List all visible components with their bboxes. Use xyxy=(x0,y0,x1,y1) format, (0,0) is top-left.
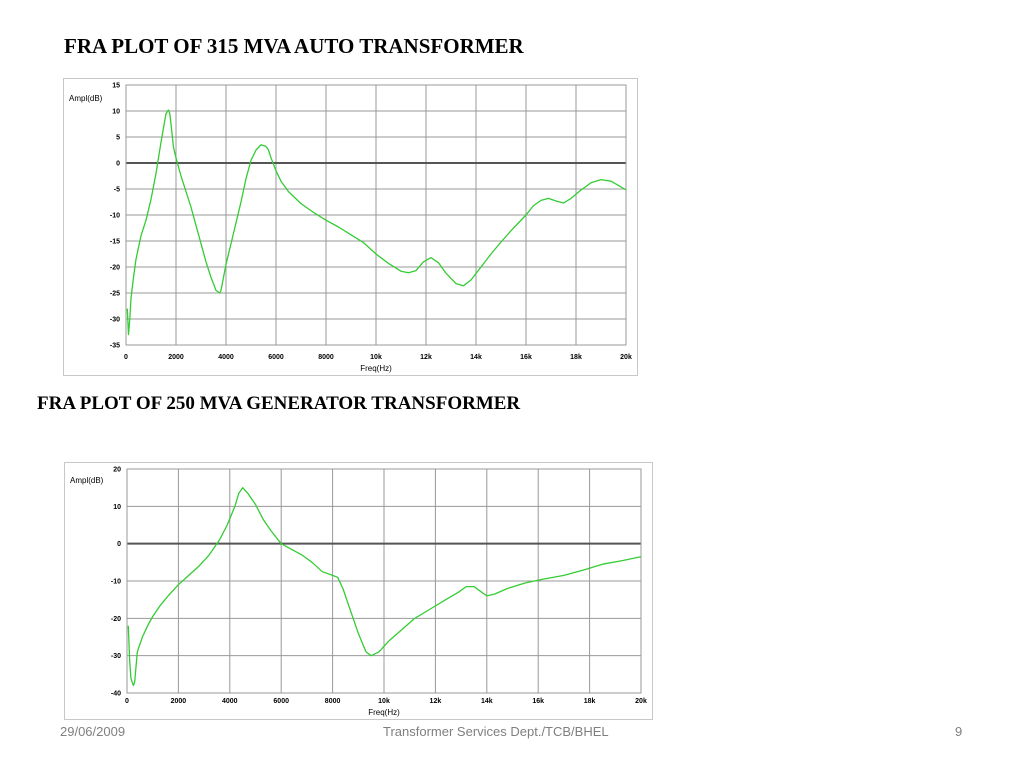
y-tick-label: -25 xyxy=(110,291,120,298)
y-tick-label: -10 xyxy=(110,213,120,220)
x-tick-label: 10k xyxy=(370,354,382,361)
y-tick-label: 5 xyxy=(116,135,120,142)
y-axis-label: Ampl(dB) xyxy=(70,476,104,485)
y-tick-label: -40 xyxy=(111,691,121,698)
x-tick-label: 6000 xyxy=(268,354,284,361)
plot-area-border xyxy=(125,84,627,346)
y-tick-label: 20 xyxy=(113,467,121,474)
x-tick-label: 6000 xyxy=(273,698,289,705)
fra-trace-line xyxy=(126,109,627,336)
x-tick-label: 18k xyxy=(584,698,596,705)
y-tick-label: 10 xyxy=(113,504,121,511)
x-tick-label: 18k xyxy=(570,354,582,361)
x-tick-label: 0 xyxy=(125,698,129,705)
y-tick-label: -10 xyxy=(111,579,121,586)
chart-1-title: FRA PLOT OF 315 MVA AUTO TRANSFORMER xyxy=(64,34,524,58)
x-tick-label: 10k xyxy=(378,698,390,705)
x-tick-label: 16k xyxy=(520,354,532,361)
plot-area-border xyxy=(126,468,642,694)
x-axis-label: Freq(Hz) xyxy=(360,364,392,373)
x-tick-label: 8000 xyxy=(318,354,334,361)
x-tick-label: 14k xyxy=(470,354,482,361)
y-tick-label: -30 xyxy=(111,653,121,660)
x-tick-label: 0 xyxy=(124,354,128,361)
x-tick-label: 12k xyxy=(420,354,432,361)
y-tick-label: -20 xyxy=(110,265,120,272)
y-axis-label: Ampl(dB) xyxy=(69,94,103,103)
x-tick-label: 16k xyxy=(532,698,544,705)
chart-1-svg: 0 2000 4000 6000 8000 10k 12k 14k 16k 18k 20k 15 10 5… xyxy=(69,83,632,374)
x-tick-label: 20k xyxy=(620,354,632,361)
y-tick-label: -30 xyxy=(110,317,120,324)
y-tick-label: -5 xyxy=(114,187,120,194)
chart-2-title: FRA PLOT OF 250 MVA GENERATOR TRANSFORME… xyxy=(37,393,521,414)
x-tick-label: 4000 xyxy=(222,698,238,705)
y-tick-label: -35 xyxy=(110,343,120,350)
y-tick-label: -15 xyxy=(110,239,120,246)
x-tick-label: 8000 xyxy=(325,698,341,705)
footer-page-number: 9 xyxy=(955,724,963,739)
x-tick-label: 20k xyxy=(635,698,647,705)
y-tick-label: 10 xyxy=(112,109,120,116)
x-tick-label: 12k xyxy=(430,698,442,705)
y-tick-label: 0 xyxy=(116,161,120,168)
x-tick-label: 14k xyxy=(481,698,493,705)
y-tick-label: 0 xyxy=(117,541,121,548)
x-axis-label: Freq(Hz) xyxy=(368,708,400,717)
chart-2-svg: 0 2000 4000 6000 8000 10k 12k 14k 16k 18k 20k 20 10 0… xyxy=(70,467,647,718)
y-tick-label: -20 xyxy=(111,616,121,623)
y-tick-label: 15 xyxy=(112,83,120,90)
x-tick-label: 2000 xyxy=(171,698,187,705)
x-tick-label: 4000 xyxy=(218,354,234,361)
fra-trace-line xyxy=(127,487,642,687)
x-tick-label: 2000 xyxy=(168,354,184,361)
footer-date: 29/06/2009 xyxy=(60,724,126,739)
footer-department: Transformer Services Dept./TCB/BHEL xyxy=(383,724,609,739)
chart-1-frame: 0 2000 4000 6000 8000 10k 12k 14k 16k 18k 20k 15 10 5… xyxy=(63,78,638,376)
chart-2-frame: 0 2000 4000 6000 8000 10k 12k 14k 16k 18k 20k 20 10 0… xyxy=(64,462,653,720)
